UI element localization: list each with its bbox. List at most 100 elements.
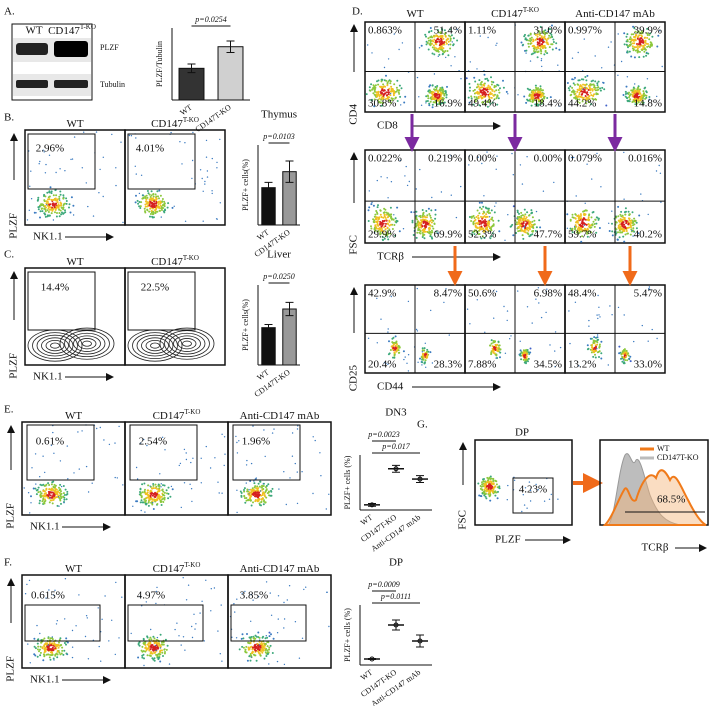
event-dot xyxy=(437,50,440,53)
event-dot xyxy=(442,90,445,93)
event-dot xyxy=(47,202,50,205)
event-dot xyxy=(63,498,66,501)
event-dot xyxy=(61,646,64,649)
event-dot xyxy=(627,232,629,235)
event-dot xyxy=(493,352,496,355)
event-dot xyxy=(243,490,246,493)
event-dot xyxy=(43,651,46,654)
event-dot xyxy=(532,40,535,43)
event-dot xyxy=(400,104,402,106)
event-dot xyxy=(162,497,165,500)
event-dot xyxy=(635,221,638,224)
event-dot xyxy=(625,85,628,88)
event-dot xyxy=(455,216,458,219)
event-dot xyxy=(516,209,519,212)
event-dot xyxy=(490,96,493,99)
event-dot xyxy=(429,97,432,100)
event-dot xyxy=(539,48,542,51)
event-dot xyxy=(372,92,375,95)
event-dot xyxy=(250,495,253,498)
event-dot xyxy=(554,350,556,352)
plot-frame xyxy=(474,439,573,526)
event-dot xyxy=(638,50,641,53)
event-dot xyxy=(543,32,546,34)
event-dot xyxy=(632,25,635,28)
event-dot xyxy=(384,85,387,88)
event-dot xyxy=(640,30,643,33)
event-dot xyxy=(425,102,427,104)
event-dot xyxy=(247,647,250,649)
event-dot xyxy=(643,50,646,53)
event-dot xyxy=(529,347,532,350)
error-bar xyxy=(416,634,424,648)
event-dot xyxy=(255,489,258,492)
event-dot xyxy=(528,353,531,355)
event-dot xyxy=(436,37,439,40)
event-dot xyxy=(632,227,635,230)
event-dot xyxy=(496,497,499,500)
event-dot xyxy=(452,37,455,40)
event-dot xyxy=(55,199,57,202)
event-dot xyxy=(253,654,256,657)
event-dot xyxy=(642,96,645,99)
event-dot xyxy=(490,80,493,83)
event-dot xyxy=(566,227,569,229)
event-dot xyxy=(496,95,499,98)
event-dot xyxy=(444,50,447,52)
event-dot xyxy=(472,221,475,223)
event-dot xyxy=(583,38,585,40)
event-dot xyxy=(479,206,481,209)
event-dot xyxy=(390,295,392,298)
event-dot xyxy=(59,493,62,496)
event-dot xyxy=(531,45,534,48)
event-dot xyxy=(150,197,153,200)
event-dot xyxy=(155,494,158,497)
event-dot xyxy=(247,499,250,502)
event-dot xyxy=(521,351,524,354)
event-dot xyxy=(416,220,419,223)
event-dot xyxy=(276,660,279,663)
event-dot xyxy=(593,86,596,89)
event-dot xyxy=(377,230,380,232)
event-dot xyxy=(621,355,624,358)
event-dot xyxy=(296,471,298,473)
event-dot xyxy=(471,231,474,234)
x-axis-label: NK1.1 xyxy=(33,371,63,383)
contour xyxy=(159,327,215,360)
event-dot xyxy=(439,88,442,91)
event-dot xyxy=(443,94,446,97)
event-dot xyxy=(217,630,219,632)
event-dot xyxy=(633,217,636,220)
event-dot xyxy=(157,645,160,647)
event-dot xyxy=(64,211,67,214)
event-dot xyxy=(59,199,61,201)
event-dot xyxy=(619,231,622,234)
gate-percent: 4.97% xyxy=(137,590,165,602)
contour xyxy=(132,332,178,360)
event-dot xyxy=(424,226,427,229)
event-dot xyxy=(449,47,452,50)
event-dot xyxy=(493,346,496,349)
event-dot xyxy=(149,654,152,657)
event-dot xyxy=(492,219,495,222)
event-dot xyxy=(573,78,575,81)
quadrant-percent: 13.2% xyxy=(568,359,596,371)
event-dot xyxy=(151,498,154,501)
event-dot xyxy=(531,96,534,99)
event-dot xyxy=(158,197,160,200)
event-dot xyxy=(388,228,391,231)
column-header: Anti-CD147 mAb xyxy=(240,563,320,575)
y-axis-label: CD25 xyxy=(348,365,360,392)
event-dot xyxy=(248,493,250,495)
header-text: WT xyxy=(66,256,83,268)
event-dot xyxy=(382,239,384,242)
event-dot xyxy=(522,221,525,224)
event-dot xyxy=(443,33,446,36)
event-dot xyxy=(116,477,119,479)
header-text: CD147 xyxy=(151,256,183,268)
event-dot xyxy=(553,181,555,184)
event-dot xyxy=(33,211,36,214)
event-dot xyxy=(543,35,546,38)
event-dot xyxy=(60,652,63,655)
event-dot xyxy=(386,226,389,229)
